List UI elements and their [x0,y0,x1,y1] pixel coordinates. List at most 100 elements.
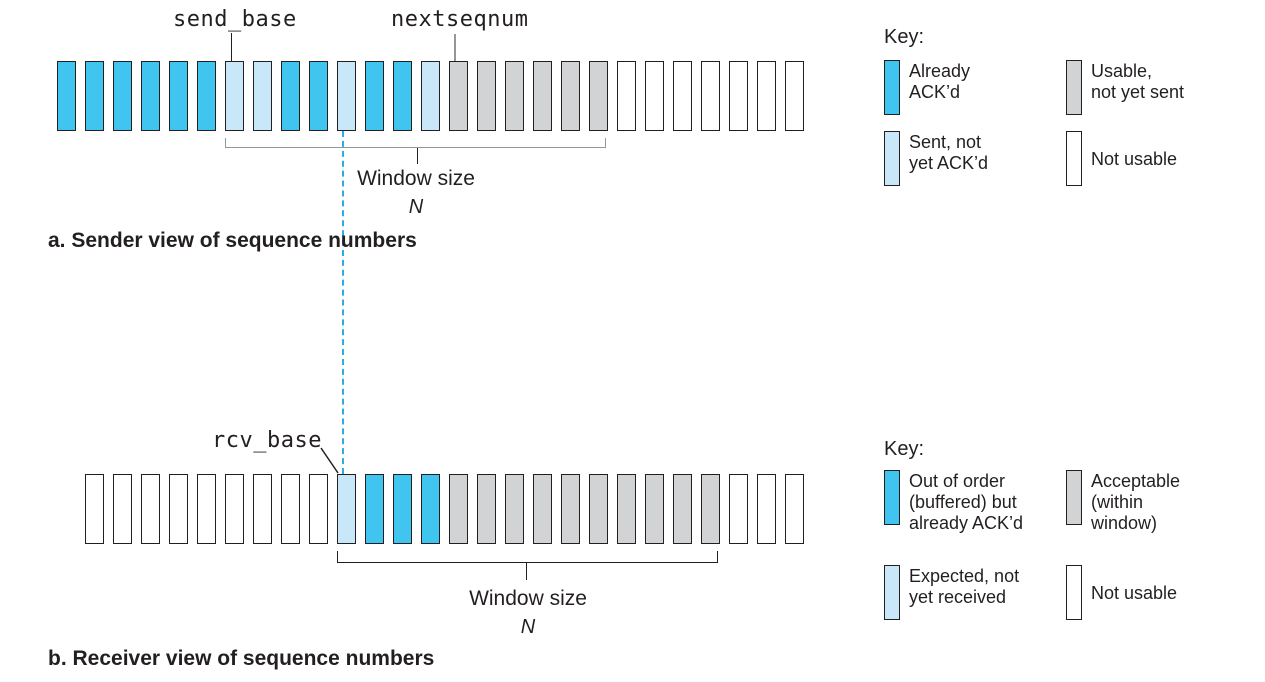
key-swatch-dark [884,470,900,525]
sequence-box-white [85,474,104,544]
key-swatch-gray [1066,60,1082,115]
sequence-box-white [281,474,300,544]
key-item: Not usable [1066,131,1265,186]
sequence-box-white [785,474,804,544]
sender-window-size-label: Window size [357,167,475,190]
sequence-box-dark [365,474,384,544]
sequence-box-dark [365,61,384,131]
sequence-box-gray [533,474,552,544]
sender-window-bracket [225,138,606,148]
sequence-box-white [645,61,664,131]
receiver-key-grid: Out of order (buffered) but already ACK’d A… [884,470,1265,620]
receiver-caption: b. Receiver view of sequence numbers [48,647,435,670]
receiver-window-n-label: N [520,616,536,638]
sender-caption: a. Sender view of sequence numbers [48,229,417,252]
sequence-box-white [701,61,720,131]
sequence-box-dark [169,61,188,131]
sequence-box-white [729,61,748,131]
key-swatch-light [884,131,900,186]
key-swatch-white [1066,565,1082,620]
key-item: Out of order (buffered) but already ACK’d [884,470,1066,534]
key-label: Expected, not yet received [909,566,1020,607]
sequence-box-gray [477,474,496,544]
sequence-box-dark [393,474,412,544]
sequence-box-gray [561,61,580,131]
sequence-box-gray [505,61,524,131]
sequence-box-gray [589,474,608,544]
key-label: Acceptable (within window) [1091,471,1181,533]
rcv-base-pointer-line [320,447,339,474]
sequence-box-dark [57,61,76,131]
key-item: Already ACK’d [884,60,1066,115]
sequence-box-gray [533,61,552,131]
key-label: Not usable [1091,582,1178,603]
receiver-key: Key: Out of order (buffered) but already A… [884,438,1265,620]
sequence-box-dark [281,61,300,131]
sequence-box-light [337,474,356,544]
key-item: Sent, not yet ACK’d [884,131,1066,186]
receiver-key-title: Key: [884,438,925,460]
sequence-box-white [673,61,692,131]
sequence-box-white [169,474,188,544]
rcv-base-label: rcv_base [212,428,322,453]
sequence-box-dark [421,474,440,544]
sequence-box-gray [561,474,580,544]
nextseqnum-label: nextseqnum [391,7,529,32]
sequence-box-white [729,474,748,544]
sequence-box-dark [141,61,160,131]
sequence-box-light [421,61,440,131]
sequence-box-white [785,61,804,131]
key-item: Acceptable (within window) [1066,470,1265,534]
sequence-box-light [337,61,356,131]
sequence-box-light [225,61,244,131]
key-label: Usable, not yet sent [1091,61,1185,102]
sequence-box-gray [701,474,720,544]
sequence-box-gray [673,474,692,544]
sequence-box-white [757,61,776,131]
send-base-label: send_base [173,7,297,32]
sender-window-n-label: N [408,196,424,218]
key-swatch-white [1066,131,1082,186]
alignment-dashed-line [342,131,344,474]
sequence-box-white [253,474,272,544]
sequence-box-light [253,61,272,131]
sequence-box-white [197,474,216,544]
sequence-box-white [225,474,244,544]
sender-window-tick [417,148,418,164]
sequence-box-dark [85,61,104,131]
send-base-pointer-line [231,33,232,61]
key-label: Not usable [1091,148,1178,169]
key-swatch-dark [884,60,900,115]
sequence-box-white [141,474,160,544]
receiver-window-bracket [337,551,718,563]
sequence-box-white [757,474,776,544]
sequence-box-gray [505,474,524,544]
key-item: Not usable [1066,565,1265,620]
receiver-window-size-label: Window size [469,587,587,610]
key-label: Out of order (buffered) but already ACK’d [909,471,1024,533]
sequence-box-gray [449,474,468,544]
key-item: Expected, not yet received [884,565,1066,620]
sequence-box-dark [309,61,328,131]
sequence-box-gray [589,61,608,131]
sequence-box-dark [393,61,412,131]
sender-key: Key: Already ACK’d Usable, not yet sent Sent… [884,26,1265,186]
sequence-box-gray [477,61,496,131]
sequence-box-white [309,474,328,544]
receiver-window-tick [526,563,527,580]
sequence-box-dark [113,61,132,131]
sequence-box-white [617,61,636,131]
key-label: Already ACK’d [909,61,971,102]
nextseqnum-pointer-line [454,34,456,61]
sequence-box-gray [449,61,468,131]
key-label: Sent, not yet ACK’d [909,132,989,173]
sequence-box-white [113,474,132,544]
key-swatch-gray [1066,470,1082,525]
key-item: Usable, not yet sent [1066,60,1265,115]
sequence-box-gray [645,474,664,544]
key-swatch-light [884,565,900,620]
sequence-box-dark [197,61,216,131]
sequence-box-gray [617,474,636,544]
sender-key-title: Key: [884,26,925,48]
